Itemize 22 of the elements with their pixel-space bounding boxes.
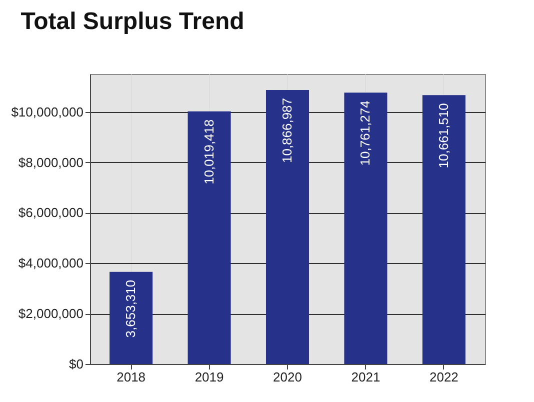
- bar: [188, 111, 231, 364]
- chart-title: Total Surplus Trend: [20, 8, 244, 35]
- data-label: 10,019,418: [201, 119, 216, 184]
- y-tick-label: $6,000,000: [18, 205, 84, 220]
- y-tick-label: $0: [69, 356, 84, 372]
- data-label: 10,761,274: [358, 100, 373, 166]
- x-tick-label: 2018: [116, 370, 146, 384]
- bar: [266, 90, 310, 364]
- data-label: 10,866,987: [280, 98, 294, 164]
- bar: [110, 272, 153, 364]
- bar: [344, 92, 388, 364]
- y-tick-label: $10,000,000: [11, 104, 84, 120]
- data-label: 3,653,310: [123, 280, 138, 338]
- data-label: 10,661,510: [436, 103, 451, 168]
- x-tick-label: 2022: [429, 370, 458, 384]
- y-tick-label: $2,000,000: [18, 306, 84, 322]
- y-tick-label: $8,000,000: [18, 154, 84, 170]
- y-tick-label: $4,000,000: [18, 256, 84, 271]
- x-tick-label: 2019: [194, 370, 224, 384]
- bar: [422, 95, 466, 364]
- x-tick-label: 2021: [351, 370, 380, 384]
- x-tick-label: 2020: [273, 370, 302, 384]
